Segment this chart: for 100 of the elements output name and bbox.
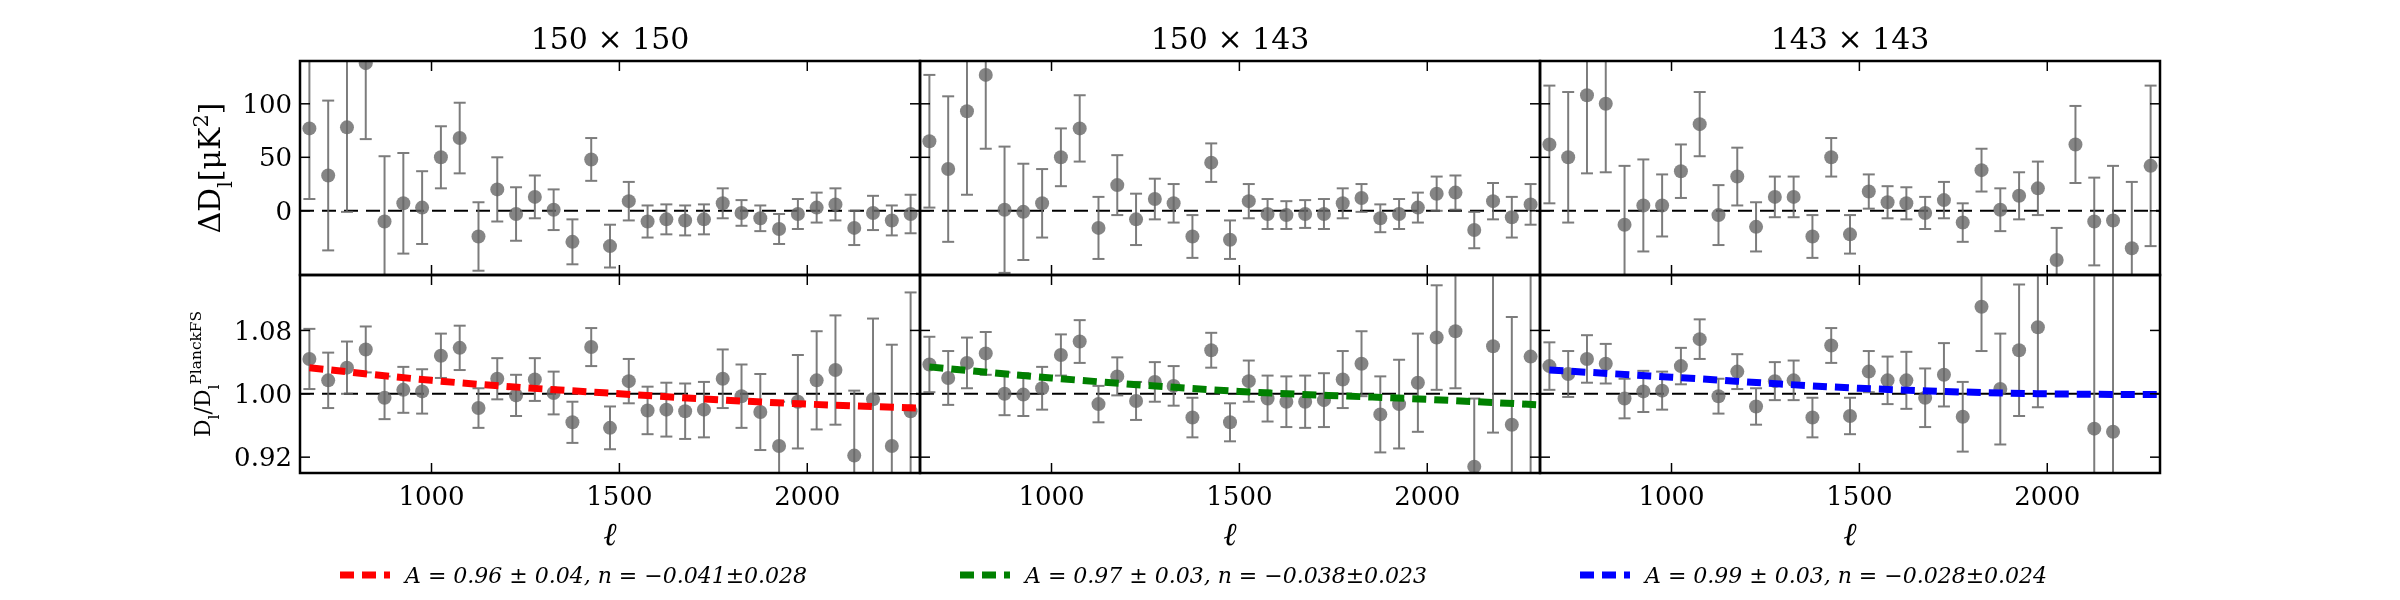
point: [1204, 155, 1219, 170]
point: [1053, 150, 1068, 165]
point: [1429, 330, 1444, 345]
point: [1579, 351, 1594, 366]
point: [809, 373, 824, 388]
point: [1110, 178, 1125, 193]
point: [1467, 459, 1482, 473]
point: [1448, 185, 1463, 200]
point: [1091, 220, 1106, 235]
point: [1542, 137, 1557, 152]
point: [1373, 407, 1388, 422]
point: [1786, 189, 1801, 204]
point: [1749, 219, 1764, 234]
x-axis-title: ℓ: [1843, 515, 1858, 553]
point: [302, 351, 317, 366]
point: [772, 439, 787, 454]
point: [1918, 205, 1933, 220]
point: [828, 363, 843, 378]
x-tick-label: 2000: [2014, 481, 2081, 511]
point: [1091, 397, 1106, 412]
point: [1692, 117, 1707, 132]
chart-title: 150 × 143: [1150, 21, 1310, 56]
point: [1035, 196, 1050, 211]
point: [1861, 364, 1876, 379]
point: [1899, 373, 1914, 388]
point: [809, 200, 824, 215]
point: [734, 205, 749, 220]
point: [678, 404, 693, 419]
point: [978, 346, 993, 361]
legend-label: A = 0.97 ± 0.03, n = −0.038±0.023: [1023, 562, 1428, 588]
point: [1354, 190, 1369, 205]
point: [358, 342, 373, 357]
point: [1016, 204, 1031, 219]
point: [2012, 188, 2027, 203]
point: [1410, 375, 1425, 390]
point: [1016, 387, 1031, 402]
point: [790, 207, 805, 222]
point: [941, 370, 956, 385]
x-tick-label: 2000: [774, 481, 841, 511]
point: [584, 152, 599, 167]
point: [959, 355, 974, 370]
point: [1448, 324, 1463, 339]
point: [1749, 399, 1764, 414]
point: [884, 439, 899, 454]
point: [659, 212, 674, 227]
point: [866, 392, 881, 407]
point: [1561, 150, 1576, 165]
point: [603, 239, 617, 254]
point: [1636, 384, 1651, 399]
point: [1486, 194, 1501, 209]
point: [753, 405, 768, 420]
point: [715, 371, 730, 386]
point: [828, 197, 843, 212]
point: [377, 214, 392, 229]
point: [884, 213, 899, 228]
legend-label: A = 0.99 ± 0.03, n = −0.028±0.024: [1643, 562, 2048, 588]
point: [772, 221, 787, 236]
point: [640, 403, 655, 418]
point: [1241, 374, 1256, 389]
point: [1129, 212, 1144, 227]
x-tick-label: 1500: [1826, 481, 1893, 511]
point: [2012, 343, 2027, 358]
point: [452, 131, 467, 146]
x-tick-label: 1000: [1638, 481, 1705, 511]
point: [2030, 320, 2045, 335]
point: [603, 420, 617, 435]
point: [1655, 198, 1670, 213]
x-tick-label: 1500: [1206, 481, 1273, 511]
point: [1711, 389, 1726, 404]
point: [1805, 229, 1820, 244]
point: [1523, 349, 1538, 364]
point: [1974, 299, 1989, 314]
point: [1617, 217, 1632, 232]
point: [1617, 391, 1632, 406]
point: [2087, 421, 2102, 436]
point: [1166, 196, 1181, 211]
point: [584, 340, 599, 355]
x-tick-label: 1500: [586, 481, 653, 511]
point: [1936, 367, 1951, 382]
point: [1053, 347, 1068, 362]
y-tick-label: 50: [258, 142, 292, 173]
point: [659, 402, 674, 417]
point: [377, 390, 392, 405]
point: [452, 340, 467, 355]
point: [1072, 334, 1087, 349]
point: [997, 386, 1012, 401]
point: [1880, 373, 1895, 388]
point: [565, 415, 580, 430]
point: [2049, 253, 2064, 268]
chart-title: 150 × 150: [530, 21, 690, 56]
point: [1410, 200, 1425, 215]
point: [1579, 88, 1594, 103]
point: [565, 234, 580, 249]
point: [1335, 372, 1350, 387]
point: [1673, 359, 1688, 374]
point: [1730, 364, 1745, 379]
point: [1861, 184, 1876, 199]
point: [696, 212, 711, 227]
point: [847, 220, 862, 235]
y-tick-label: 1.08: [234, 315, 292, 346]
